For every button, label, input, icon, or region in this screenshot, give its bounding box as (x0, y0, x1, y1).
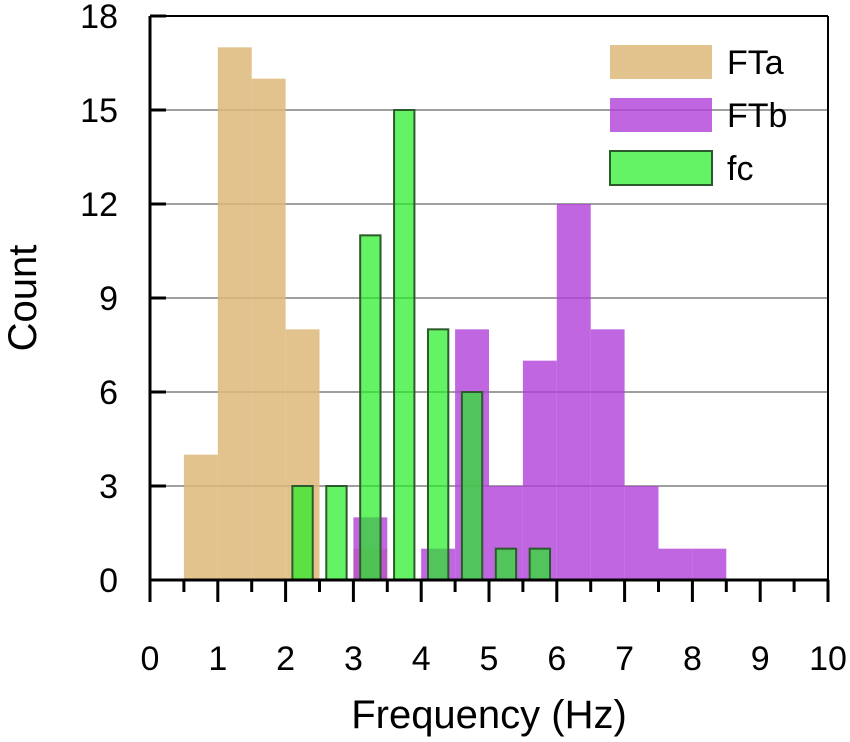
x-tick-label: 5 (480, 640, 499, 678)
y-tick-label: 0 (99, 562, 118, 600)
x-tick-label: 4 (412, 640, 431, 678)
legend-swatch-fc (609, 150, 713, 186)
bar-fc-4 (426, 328, 450, 582)
bar-FTb-4 (522, 360, 557, 580)
x-tick-label: 0 (141, 640, 160, 678)
x-tick-label: 2 (276, 640, 295, 678)
bar-fc-1 (325, 485, 348, 581)
series-FTb (353, 204, 727, 580)
bar-FTa-1 (217, 47, 252, 581)
legend-swatch-FTa (610, 45, 712, 79)
bar-fc-3 (393, 109, 416, 581)
bars-layer (183, 47, 727, 582)
bar-fc-0 (291, 485, 314, 581)
bar-FTb-9 (692, 548, 727, 580)
y-tick-label: 3 (99, 468, 118, 506)
y-tick-label: 18 (80, 0, 118, 36)
y-axis-title: Count (1, 245, 45, 352)
series-FTa (183, 47, 388, 581)
bar-FTa-2 (251, 78, 286, 581)
x-tick-label: 9 (751, 640, 770, 678)
bar-FTa-0 (183, 454, 218, 580)
legend-label-fc: fc (727, 150, 753, 188)
bar-FTb-5 (556, 204, 591, 580)
legend-item-FTb: FTb (610, 97, 787, 135)
bar-FTb-6 (590, 329, 625, 580)
x-tick-label: 8 (683, 640, 702, 678)
legend-label-FTa: FTa (727, 44, 784, 82)
y-tick-label: 9 (99, 280, 118, 318)
y-tick-label: 15 (80, 92, 118, 130)
x-tick-label: 1 (208, 640, 227, 678)
bar-FTb-7 (624, 486, 659, 580)
legend-label-FTb: FTb (727, 97, 787, 135)
bar-fc-2 (359, 234, 382, 581)
bar-FTb-8 (658, 548, 693, 580)
x-tick-label: 7 (615, 640, 634, 678)
x-tick-label: 6 (547, 640, 566, 678)
bar-fc-5 (460, 391, 484, 581)
bar-fc-6 (494, 547, 518, 582)
legend-item-fc: fc (609, 150, 753, 188)
x-tick-label: 3 (344, 640, 363, 678)
y-tick-label: 6 (99, 374, 118, 412)
legend: FTa FTb fc (609, 44, 787, 188)
legend-item-FTa: FTa (610, 44, 784, 82)
y-tick-label: 12 (80, 186, 118, 224)
series-fc (291, 109, 552, 582)
legend-swatch-FTb (610, 98, 712, 132)
x-axis-title: Frequency (Hz) (351, 693, 627, 737)
x-tick-label: 10 (809, 640, 847, 678)
bar-fc-7 (528, 547, 552, 582)
